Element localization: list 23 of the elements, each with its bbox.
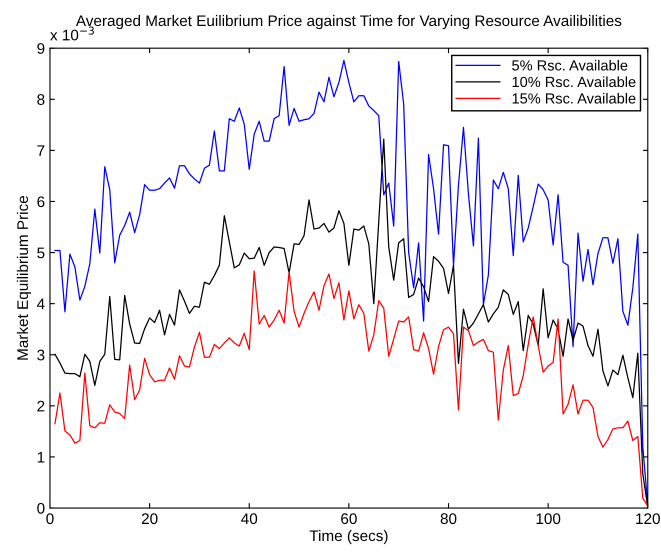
x-tick-label: 20 xyxy=(142,513,158,524)
x-tick-label: 40 xyxy=(241,513,258,524)
y-tick-label: 5 xyxy=(37,248,44,258)
y-tick-label: 7 xyxy=(37,145,44,156)
x-tick-label: 60 xyxy=(341,513,357,524)
line-series xyxy=(54,270,648,507)
y-tick-label: 3 xyxy=(37,350,44,360)
y-tick-label: 0 xyxy=(37,502,45,514)
legend-label: 5% Rsc. Available xyxy=(512,60,628,71)
x-tick-label: 80 xyxy=(440,513,456,524)
y-tick-label: 6 xyxy=(37,196,44,208)
x-tick-label: 0 xyxy=(46,513,54,524)
legend-label: 15% Rsc. Available xyxy=(512,92,636,104)
x-axis-title: Time (secs) xyxy=(310,530,388,544)
y-tick-label: 4 xyxy=(36,298,45,310)
y-axis-title: Market Equilibrium Price xyxy=(16,196,32,360)
x-tick-label: 100 xyxy=(536,513,560,524)
y-tick-label: 1 xyxy=(38,452,44,462)
y-tick-label: 9 xyxy=(37,43,44,54)
y-tick-label: 2 xyxy=(37,400,44,412)
legend-label: 10% Rsc. Available xyxy=(512,76,636,88)
x-tick-label: 120 xyxy=(636,513,660,524)
y-tick-label: 8 xyxy=(37,94,44,105)
